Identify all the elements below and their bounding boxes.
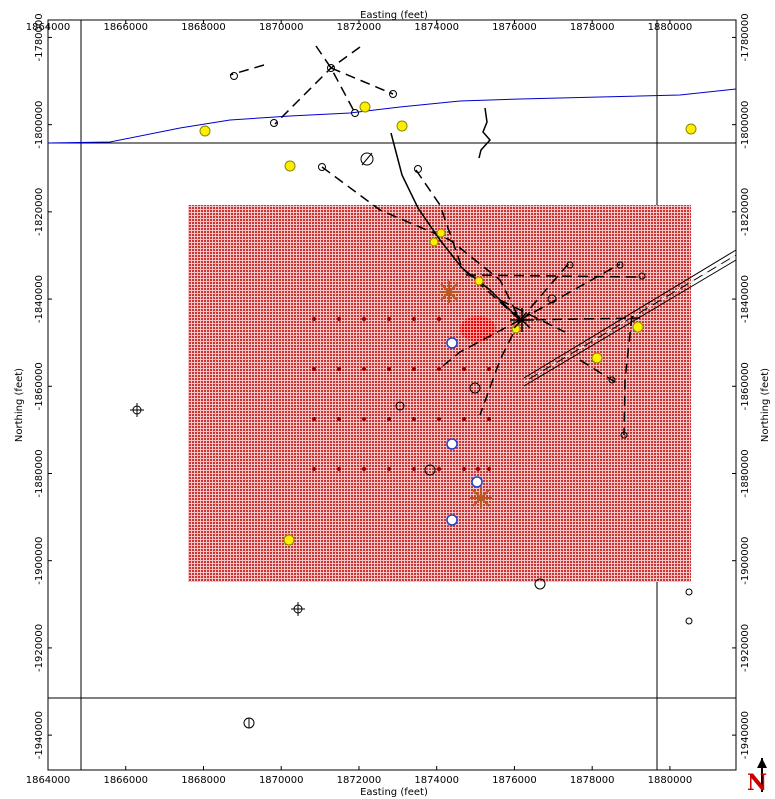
y-tick-label: -1780000 bbox=[740, 13, 751, 61]
plot-frame bbox=[47, 19, 737, 771]
y-tick-label: -1800000 bbox=[34, 101, 45, 149]
fault-line-solid bbox=[390, 132, 521, 321]
y-tick-label: -1780000 bbox=[34, 13, 45, 61]
x-tick-label: 1872000 bbox=[337, 22, 382, 33]
y-tick-label: -1800000 bbox=[740, 101, 751, 149]
y-tick-label: -1840000 bbox=[34, 275, 45, 323]
x-axis-title-bottom: Easting (feet) bbox=[360, 787, 428, 798]
y-tick-label: -1880000 bbox=[740, 449, 751, 497]
y-tick-label: -1900000 bbox=[34, 537, 45, 585]
stream-squiggle bbox=[478, 107, 492, 159]
x-tick-label: 1876000 bbox=[492, 775, 537, 786]
x-tick-labels-top: 1864000 1866000 1868000 1870000 1872000 18740… bbox=[26, 20, 692, 33]
x-tick-label: 1880000 bbox=[648, 775, 693, 786]
y-tick-label: -1940000 bbox=[34, 711, 45, 759]
x-tick-label: 1878000 bbox=[570, 22, 615, 33]
x-tick-label: 1864000 bbox=[26, 22, 71, 33]
y-tick-labels-left: -1780000 -1800000 -1820000 -1840000 -1860000… bbox=[34, 13, 52, 759]
x-tick-label: 1878000 bbox=[570, 775, 615, 786]
pipeline-lines bbox=[523, 249, 737, 387]
y-tick-label: -1900000 bbox=[740, 537, 751, 585]
river-line bbox=[47, 88, 737, 144]
x-axis-title-top: Easting (feet) bbox=[360, 10, 428, 21]
black-star bbox=[510, 308, 534, 332]
x-tick-label: 1864000 bbox=[26, 775, 71, 786]
x-tick-label: 1870000 bbox=[259, 22, 304, 33]
y-tick-label: -1860000 bbox=[34, 362, 45, 410]
x-tick-label: 1868000 bbox=[181, 775, 226, 786]
dotted-grid-area bbox=[188, 205, 691, 582]
y-axis-title-right: Northing (feet) bbox=[760, 368, 771, 442]
y-tick-label: -1940000 bbox=[740, 711, 751, 759]
y-tick-label: -1860000 bbox=[740, 362, 751, 410]
y-axis-title-left: Northing (feet) bbox=[14, 368, 25, 442]
y-tick-labels-right: -1780000 -1800000 -1820000 -1840000 -1860000… bbox=[732, 13, 751, 759]
x-tick-label: 1866000 bbox=[103, 775, 148, 786]
dense-cluster bbox=[460, 316, 496, 342]
north-arrow-label: N bbox=[747, 770, 767, 796]
y-tick-label: -1820000 bbox=[34, 188, 45, 236]
y-tick-label: -1920000 bbox=[34, 624, 45, 672]
x-tick-label: 1868000 bbox=[181, 22, 226, 33]
x-tick-label: 1876000 bbox=[492, 22, 537, 33]
boring-crosshairs bbox=[130, 152, 373, 728]
x-tick-label: 1874000 bbox=[414, 775, 459, 786]
x-tick-labels-bottom: 1864000 1866000 1868000 1870000 1872000 18740… bbox=[26, 766, 692, 786]
north-arrow: N bbox=[747, 758, 767, 796]
red-grid-points bbox=[312, 317, 491, 471]
monitor-wells bbox=[446, 337, 483, 526]
x-tick-label: 1872000 bbox=[337, 775, 382, 786]
y-tick-label: -1920000 bbox=[740, 624, 751, 672]
star-markers bbox=[438, 281, 492, 509]
y-tick-label: -1880000 bbox=[34, 449, 45, 497]
x-tick-label: 1870000 bbox=[259, 775, 304, 786]
y-tick-label: -1820000 bbox=[740, 188, 751, 236]
x-tick-label: 1866000 bbox=[103, 22, 148, 33]
x-tick-label: 1874000 bbox=[414, 22, 459, 33]
y-tick-label: -1840000 bbox=[740, 275, 751, 323]
dashed-lines bbox=[229, 45, 641, 436]
x-tick-label: 1880000 bbox=[648, 22, 693, 33]
